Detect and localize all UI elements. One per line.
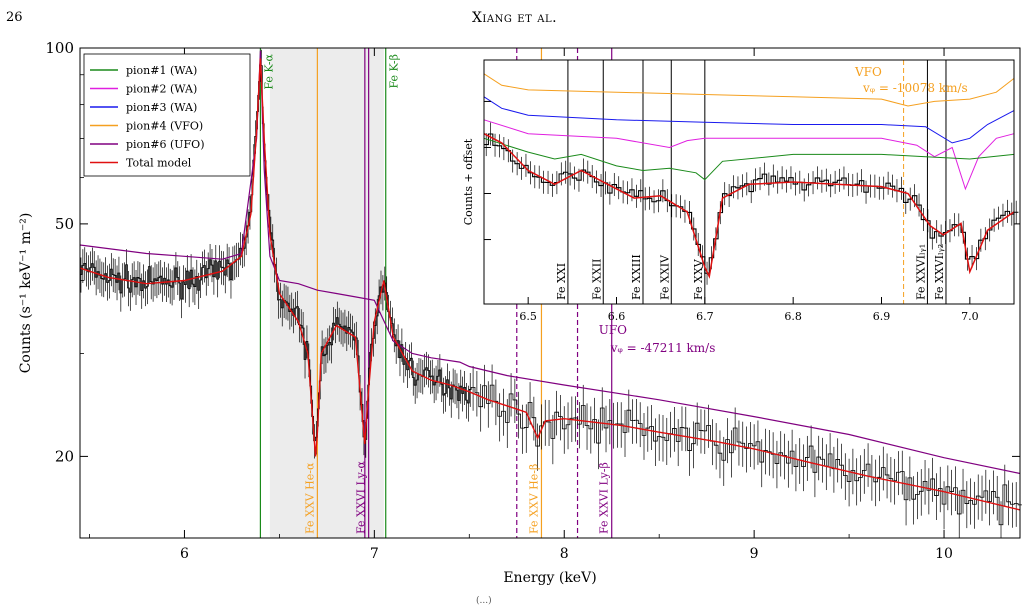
- x-tick-label-6: 6: [180, 546, 189, 562]
- annotation-vfo: VFO: [854, 65, 882, 79]
- series-total-model: [79, 58, 1021, 511]
- vfo-annotation: VFO vᵩ = -10078 km/s: [854, 65, 968, 95]
- marker-label-fe-xxvi-ly: Fe XXVI Ly-β: [598, 462, 611, 534]
- inset-x-tick-label-7: 7.0: [961, 310, 979, 323]
- inset-chart: Fe XXI Fe XXII Fe XXIII Fe XXIV Fe XXV Fe XXV…: [462, 59, 1019, 323]
- y-axis-label: Counts (s⁻¹ keV⁻¹ m⁻²): [18, 213, 34, 374]
- y-axis-ticks: 20 50 100: [45, 39, 1020, 465]
- inset-y-axis-label: Counts + offset: [462, 138, 475, 225]
- inset-x-tick-label-6.7: 6.7: [696, 310, 714, 323]
- inset-x-axis-ticks: 6.5 6.6 6.7 6.8 6.9 7.0: [519, 297, 979, 323]
- inset-marker-label-fe-xxv: Fe XXV: [692, 258, 705, 300]
- legend-box: [83, 53, 251, 177]
- annotation-ufo: UFO: [599, 323, 627, 337]
- inset-model-curves: [483, 73, 1015, 279]
- inset-series-pion-4-vfo: [483, 73, 1015, 107]
- y-tick-label-50: 50: [55, 215, 74, 233]
- inset-marker-label-fe-xxvi: Fe XXVIₗᵧ₁: [914, 244, 927, 300]
- x-axis-label: Energy (keV): [503, 570, 596, 586]
- inset-data-histogram: [484, 133, 1019, 274]
- inset-line-marker-labels: Fe XXI Fe XXII Fe XXIII Fe XXIV Fe XXV Fe XXV…: [555, 244, 946, 300]
- legend-label-pion-1-wa: pion#1 (WA): [126, 64, 197, 77]
- inset-series-pion-1-wa: [483, 137, 1015, 181]
- inset-marker-label-fe-xxii: Fe XXII: [590, 259, 603, 300]
- inset-marker-label-fe-xxvi: Fe XXVIₗᵧ₂: [933, 244, 946, 300]
- ufo-annotation: UFO vᵩ = -47211 km/s: [599, 323, 716, 355]
- caption-fragment: (...): [476, 596, 492, 606]
- x-tick-label-8: 8: [560, 546, 569, 562]
- legend-label-pion-2-wa: pion#2 (WA): [126, 83, 197, 96]
- legend-label-pion-6-ufo: pion#6 (UFO): [126, 138, 204, 151]
- running-head: Xiang et al.: [471, 10, 558, 26]
- page-number: 26: [6, 10, 23, 25]
- y-tick-label-100: 100: [45, 39, 74, 57]
- marker-label-fe-xxv-he: Fe XXV He-β: [527, 464, 540, 534]
- x-tick-label-9: 9: [750, 546, 759, 562]
- legend-label-pion-4-vfo: pion#4 (VFO): [126, 120, 203, 133]
- inset-marker-label-fe-xxiii: Fe XXIII: [630, 254, 643, 300]
- inset-series-pion-3-wa: [483, 96, 1015, 144]
- inset-x-tick-label-6.9: 6.9: [873, 310, 891, 323]
- legend-entries: pion#1 (WA) pion#2 (WA) pion#3 (WA) pion#4 …: [90, 64, 204, 170]
- marker-label-fe-k: Fe K-β: [388, 54, 401, 89]
- marker-label-fe-xxv-he: Fe XXV He-α: [303, 462, 316, 534]
- x-axis-ticks: 6 7 8 9 10: [89, 48, 953, 562]
- plot-frame: [79, 47, 1021, 539]
- annotation-vfo-velocity: vᵩ = -10078 km/s: [862, 81, 968, 95]
- legend-label-pion-3-wa: pion#3 (WA): [126, 101, 197, 114]
- inset-background: [484, 60, 1014, 304]
- annotation-ufo-velocity: vᵩ = -47211 km/s: [610, 341, 716, 355]
- x-tick-label-7: 7: [370, 546, 379, 562]
- inset-series-pion-2-wa: [483, 119, 1015, 191]
- inset-x-tick-label-6.8: 6.8: [784, 310, 802, 323]
- inset-x-tick-label-6.6: 6.6: [608, 310, 626, 323]
- inset-x-tick-label-6.5: 6.5: [519, 310, 537, 323]
- inset-marker-label-fe-xxiv: Fe XXIV: [658, 254, 671, 300]
- model-curves: [79, 50, 1021, 511]
- inset-y-axis-ticks: [484, 100, 491, 241]
- inset-frame: [483, 59, 1015, 305]
- marker-label-fe-xxvi-ly: Fe XXVI Ly-α: [355, 460, 368, 534]
- series-pion-6-ufo: [79, 50, 1021, 475]
- inset-marker-label-fe-xxi: Fe XXI: [555, 263, 568, 300]
- legend-label-total-model: Total model: [126, 157, 192, 170]
- marker-label-fe-k: Fe K-α: [262, 53, 275, 89]
- inset-series-total-model: [483, 133, 1015, 279]
- legend: pion#1 (WA) pion#2 (WA) pion#3 (WA) pion#4 …: [83, 53, 251, 177]
- y-tick-label-20: 20: [55, 447, 74, 465]
- x-tick-label-10: 10: [935, 546, 953, 562]
- line-marker-labels: Fe K-α Fe K-β Fe XXV He-α Fe XXVI Ly-α Fe XX…: [262, 53, 610, 534]
